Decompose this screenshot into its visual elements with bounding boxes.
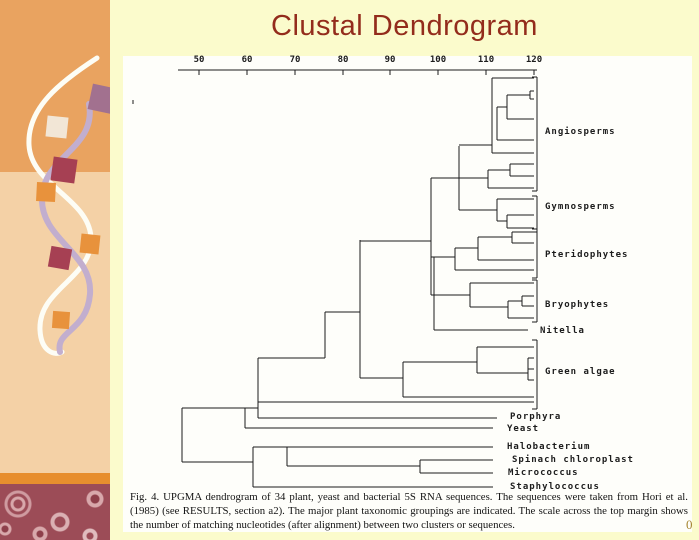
group-label: Bryophytes: [545, 300, 610, 310]
helix-square-orange: [51, 310, 71, 330]
scale-tick-label: 120: [525, 55, 543, 65]
sidebar-paisley-pattern: [0, 484, 110, 540]
taxon-label: Micrococcus: [508, 468, 579, 478]
page-title: Clustal Dendrogram: [271, 10, 538, 42]
helix-square-orange: [36, 182, 56, 202]
taxon-label: Porphyra: [510, 412, 562, 422]
helix-strand-lavender: [38, 101, 94, 355]
sidebar-top-block: [0, 0, 110, 172]
helix-square-maroon: [47, 245, 73, 271]
group-label: Gymnosperms: [545, 202, 616, 212]
helix-square-orange: [79, 233, 101, 255]
taxon-label: Yeast: [507, 424, 540, 434]
helix-square-maroon: [50, 156, 78, 184]
helix-square-cream: [45, 115, 69, 139]
scale-tick-label: 70: [289, 55, 301, 65]
scale-tick-label: 100: [429, 55, 447, 65]
dna-helix-decoration: [26, 55, 110, 356]
taxon-label: Staphylococcus: [510, 482, 600, 492]
group-label: Pteridophytes: [545, 250, 629, 260]
helix-strand-white: [26, 55, 100, 356]
scale-tick-label: 80: [337, 55, 349, 65]
scale-tick-label: 90: [384, 55, 396, 65]
page-number: 0: [686, 517, 693, 532]
sidebar-divider-bar: [0, 473, 110, 484]
figure-paper: [123, 56, 692, 532]
scale-tick-label: 60: [241, 55, 253, 65]
group-label: Green algae: [545, 367, 616, 377]
group-label: Angiosperms: [545, 127, 616, 137]
taxon-label: Nitella: [540, 326, 585, 336]
figure-caption: Fig. 4. UPGMA dendrogram of 34 plant, ye…: [130, 491, 688, 532]
scale-tick-label: 110: [477, 55, 495, 65]
scale-tick-label: 50: [193, 55, 205, 65]
helix-square-mauve: [87, 83, 110, 115]
taxon-label: Halobacterium: [507, 442, 591, 452]
taxon-label: Spinach chloroplast: [512, 455, 634, 465]
